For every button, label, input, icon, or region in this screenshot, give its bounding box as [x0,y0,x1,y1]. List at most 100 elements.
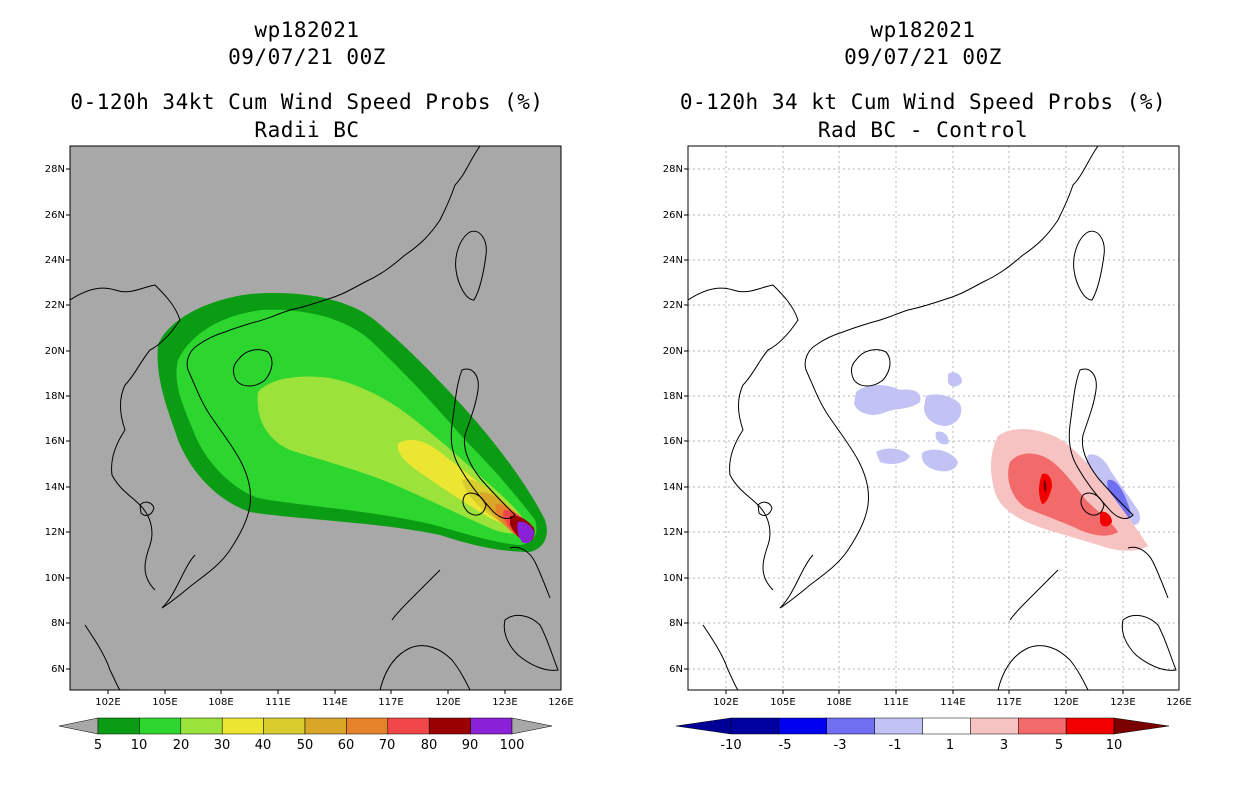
coast-mekong [779,554,814,609]
left-title-subtitle: Radii BC [254,118,360,142]
cb-label-30: 30 [214,738,231,753]
left-map-frame [69,145,562,691]
right-title-storm: wp182021 [870,18,976,42]
left-coastlines [70,146,559,690]
cb-label-neg1: -1 [889,738,902,753]
lat-label-22N: 22N [45,300,65,311]
right-colorbar-boxes [730,717,1115,735]
right-colorbar-box-7 [1065,717,1115,735]
cb-label-10: 10 [131,738,148,753]
lon-label-105E: 105E [152,697,177,708]
right-panel: wp182021 09/07/21 00Z 0-120h 34 kt Cum W… [618,0,1236,800]
island-visayas [509,546,551,599]
left-lon-axis: 102E 105E 108E 111E 114E 117E 120E 123E … [95,697,573,708]
cb-label-60: 60 [338,738,355,753]
lat-label-24N: 24N [663,255,683,266]
lat-label-6N: 6N [669,664,683,675]
cb-label-neg5: -5 [779,738,792,753]
island-hainan [233,349,273,387]
right-colorbar-box-5 [970,717,1019,735]
diff-neg-area-5 [921,449,958,472]
lat-label-16N: 16N [663,436,683,447]
diff-neg-area-1 [854,385,921,415]
diff-neg-area-4 [876,448,910,464]
left-colorbar-boxes [97,717,513,735]
colorbar-ext-low [675,717,732,735]
lat-label-18N: 18N [45,391,65,402]
lat-label-20N: 20N [45,346,65,357]
left-colorbar-box-6 [346,717,389,735]
island-taiwan [1073,230,1105,301]
cb-label-70: 70 [379,738,396,753]
lon-label-120E: 120E [435,697,460,708]
prob-contour-90 [517,521,534,544]
right-colorbar-box-4 [922,717,971,735]
diff-neg-area-6 [935,431,949,445]
left-colorbar-box-7 [387,717,430,735]
cb-label-5: 5 [1055,738,1063,753]
island-luzon [450,368,516,519]
lon-label-108E: 108E [826,697,851,708]
cb-label-100: 100 [500,738,525,753]
diff-pos-area-4 [1100,511,1112,527]
lon-label-108E: 108E [208,697,233,708]
left-colorbar: 5 10 20 30 40 50 60 70 80 90 100 [58,717,553,753]
cb-label-neg10: -10 [720,738,741,753]
left-title-time: 09/07/21 00Z [228,45,386,69]
left-colorbar-box-9 [470,717,513,735]
colorbar-ext-high [511,717,553,735]
lon-label-126E: 126E [1166,697,1191,708]
cb-label-40: 40 [255,738,272,753]
lake-tonle-sap [139,501,155,516]
island-mindanao [1121,614,1177,671]
lake-tonle-sap [757,501,773,516]
left-colorbar-box-2 [180,717,223,735]
lon-label-114E: 114E [322,697,347,708]
lat-label-8N: 8N [51,618,65,629]
left-probability-field [157,293,547,552]
island-hainan [851,349,891,387]
coast-china [197,146,481,346]
cb-label-1: 1 [946,738,954,753]
left-colorbar-box-1 [139,717,182,735]
left-colorbar-box-3 [221,717,264,735]
cb-label-20: 20 [173,738,190,753]
left-title-product: 0-120h 34kt Cum Wind Speed Probs (%) [70,90,544,114]
cb-label-5: 5 [94,738,102,753]
lat-label-8N: 8N [669,618,683,629]
lon-label-123E: 123E [492,697,517,708]
coast-china [815,146,1099,346]
lon-label-114E: 114E [940,697,965,708]
lat-label-10N: 10N [663,573,683,584]
island-borneo [379,645,471,690]
lon-label-102E: 102E [95,697,120,708]
left-title-storm: wp182021 [254,18,360,42]
island-mindoro [462,492,487,516]
right-map-frame [687,145,1180,691]
lat-label-18N: 18N [663,391,683,402]
island-borneo [997,645,1089,690]
lat-label-20N: 20N [663,346,683,357]
lon-label-117E: 117E [996,697,1021,708]
right-colorbar-box-6 [1018,717,1067,735]
right-title-time: 09/07/21 00Z [844,45,1002,69]
lat-label-24N: 24N [45,255,65,266]
right-map: 28N 26N 24N 22N 20N 18N 16N 14N 12N 10N … [663,145,1192,753]
right-lon-axis: 102E 105E 108E 111E 114E 117E 120E 123E … [713,697,1191,708]
right-title-product: 0-120h 34 kt Cum Wind Speed Probs (%) [679,90,1167,114]
island-palawan [391,569,441,621]
diff-neg-area-8 [1107,479,1131,518]
right-colorbar-box-0 [730,717,780,735]
diff-pos-area-2 [1008,453,1118,536]
coast-malay [84,624,121,690]
lat-label-14N: 14N [663,482,683,493]
cb-label-3: 3 [1000,738,1008,753]
left-lon-ticks [107,690,506,694]
diff-neg-area-3 [948,372,962,387]
lat-label-14N: 14N [45,482,65,493]
cb-label-50: 50 [297,738,314,753]
diff-pos-area-5 [1043,480,1047,492]
left-map: 28N 26N 24N 22N 20N 18N 16N 14N 12N 10N … [45,145,574,753]
lat-label-6N: 6N [51,664,65,675]
cb-label-neg3: -3 [834,738,847,753]
